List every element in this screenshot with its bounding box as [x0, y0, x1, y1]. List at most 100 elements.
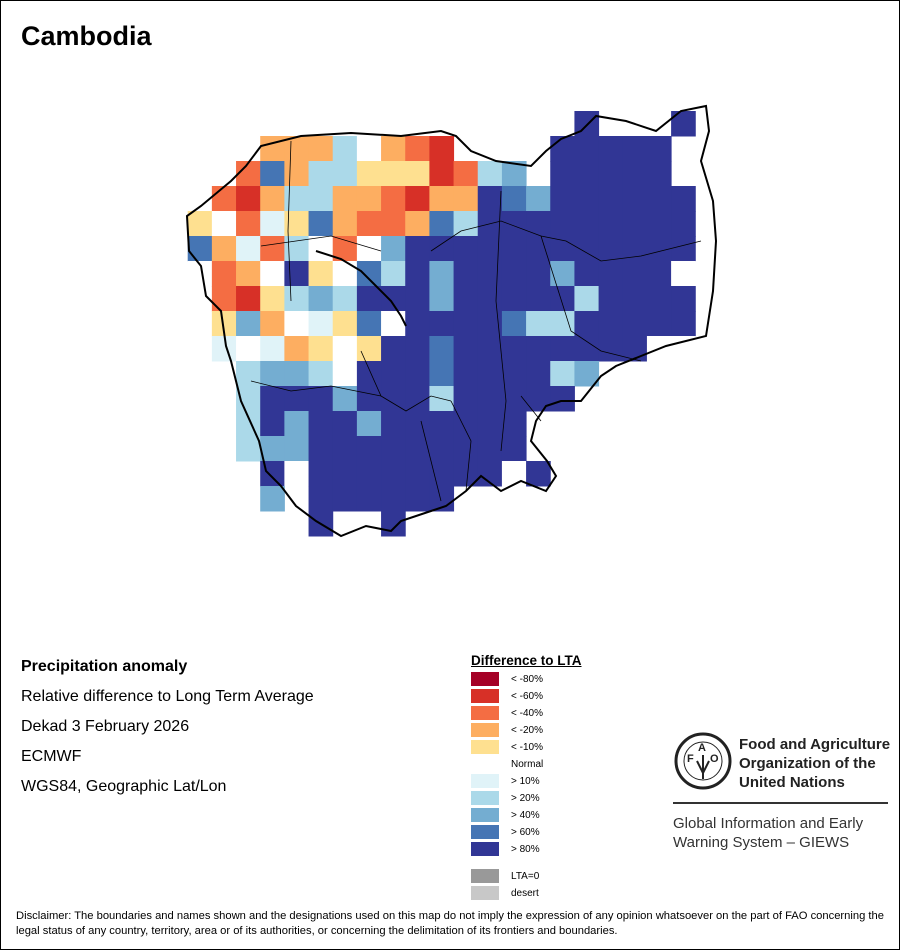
giews-name: Global Information and Early Warning Sys…	[673, 814, 863, 852]
grid-cell	[236, 211, 261, 237]
legend-label: < -80%	[511, 673, 543, 685]
legend-title: Difference to LTA	[471, 653, 582, 668]
legend-swatch	[471, 791, 499, 805]
grid-cell	[453, 186, 479, 212]
product-description: Relative difference to Long Term Average	[21, 688, 314, 705]
org-name-line: United Nations	[739, 774, 845, 791]
grid-cell	[598, 236, 624, 262]
grid-cell	[622, 236, 648, 262]
grid-cell	[308, 236, 334, 262]
grid-cell	[574, 161, 600, 187]
grid-cell	[501, 236, 527, 262]
grid-cell	[308, 361, 334, 387]
legend-swatch	[471, 774, 499, 788]
grid-cell	[598, 161, 624, 187]
grid-cell	[381, 486, 406, 512]
grid-cell	[574, 286, 600, 312]
grid-cell	[332, 311, 358, 337]
grid-cell	[671, 261, 696, 287]
legend-item: Normal	[471, 757, 543, 771]
legend-swatch	[471, 723, 499, 737]
legend-item: > 10%	[471, 774, 540, 788]
grid-cell	[260, 286, 285, 312]
grid-cell	[429, 186, 455, 212]
grid-cell	[405, 161, 430, 187]
grid-cell	[646, 311, 672, 337]
fao-logo-icon: F A O	[674, 732, 732, 790]
grid-cell	[429, 236, 455, 262]
grid-cell	[381, 336, 406, 362]
grid-cell	[356, 211, 382, 237]
grid-cell	[260, 411, 285, 437]
grid-cell	[308, 486, 334, 512]
grid-cell	[236, 411, 261, 437]
grid-cell	[526, 461, 551, 487]
grid-cell	[332, 411, 358, 437]
legend-swatch	[471, 672, 499, 686]
grid-cell	[453, 261, 479, 287]
legend-swatch	[471, 886, 499, 900]
grid-cell	[453, 386, 479, 412]
grid-cell	[381, 286, 406, 312]
grid-cell	[356, 386, 382, 412]
grid-cell	[236, 186, 261, 212]
grid-cell	[381, 411, 406, 437]
grid-cell	[574, 311, 600, 337]
legend-swatch	[471, 808, 499, 822]
grid-cell	[284, 261, 310, 287]
grid-cell	[381, 361, 406, 387]
grid-cell	[332, 361, 358, 387]
grid-cell	[453, 361, 479, 387]
grid-cell	[332, 336, 358, 362]
grid-cell	[501, 311, 527, 337]
grid-cell	[550, 211, 575, 237]
grid-cell	[284, 461, 310, 487]
grid-cell	[308, 461, 334, 487]
grid-cell	[381, 161, 406, 187]
grid-cell	[405, 411, 430, 437]
grid-cell	[526, 336, 551, 362]
grid-cell	[453, 161, 479, 187]
grid-cell	[429, 411, 455, 437]
grid-cell	[332, 161, 358, 187]
grid-cell	[453, 336, 479, 362]
grid-cell	[405, 211, 430, 237]
grid-cell	[260, 211, 285, 237]
legend-label: > 40%	[511, 809, 540, 821]
grid-cell	[501, 411, 527, 437]
grid-cell	[405, 261, 430, 287]
grid-cell	[405, 186, 430, 212]
grid-cell	[356, 411, 382, 437]
legend-swatch	[471, 757, 499, 771]
grid-cell	[550, 161, 575, 187]
anomaly-grid	[187, 111, 696, 537]
grid-cell	[356, 461, 382, 487]
grid-cell	[356, 136, 382, 162]
grid-cell	[671, 311, 696, 337]
grid-cell	[405, 461, 430, 487]
grid-cell	[284, 161, 310, 187]
grid-cell	[429, 286, 455, 312]
grid-cell	[598, 311, 624, 337]
grid-cell	[405, 286, 430, 312]
grid-cell	[356, 311, 382, 337]
legend-label: > 10%	[511, 775, 540, 787]
grid-cell	[429, 211, 455, 237]
grid-cell	[501, 261, 527, 287]
data-source: ECMWF	[21, 748, 82, 765]
grid-cell	[381, 461, 406, 487]
grid-cell	[429, 361, 455, 387]
anomaly-map	[185, 104, 718, 538]
legend-item: < -40%	[471, 706, 543, 720]
grid-cell	[187, 211, 213, 237]
grid-cell	[598, 136, 624, 162]
grid-cell	[332, 386, 358, 412]
grid-cell	[526, 261, 551, 287]
grid-cell	[284, 311, 310, 337]
legend-item: < -10%	[471, 740, 543, 754]
grid-cell	[308, 436, 334, 462]
grid-cell	[622, 186, 648, 212]
grid-cell	[429, 261, 455, 287]
grid-cell	[477, 161, 503, 187]
grid-cell	[598, 261, 624, 287]
